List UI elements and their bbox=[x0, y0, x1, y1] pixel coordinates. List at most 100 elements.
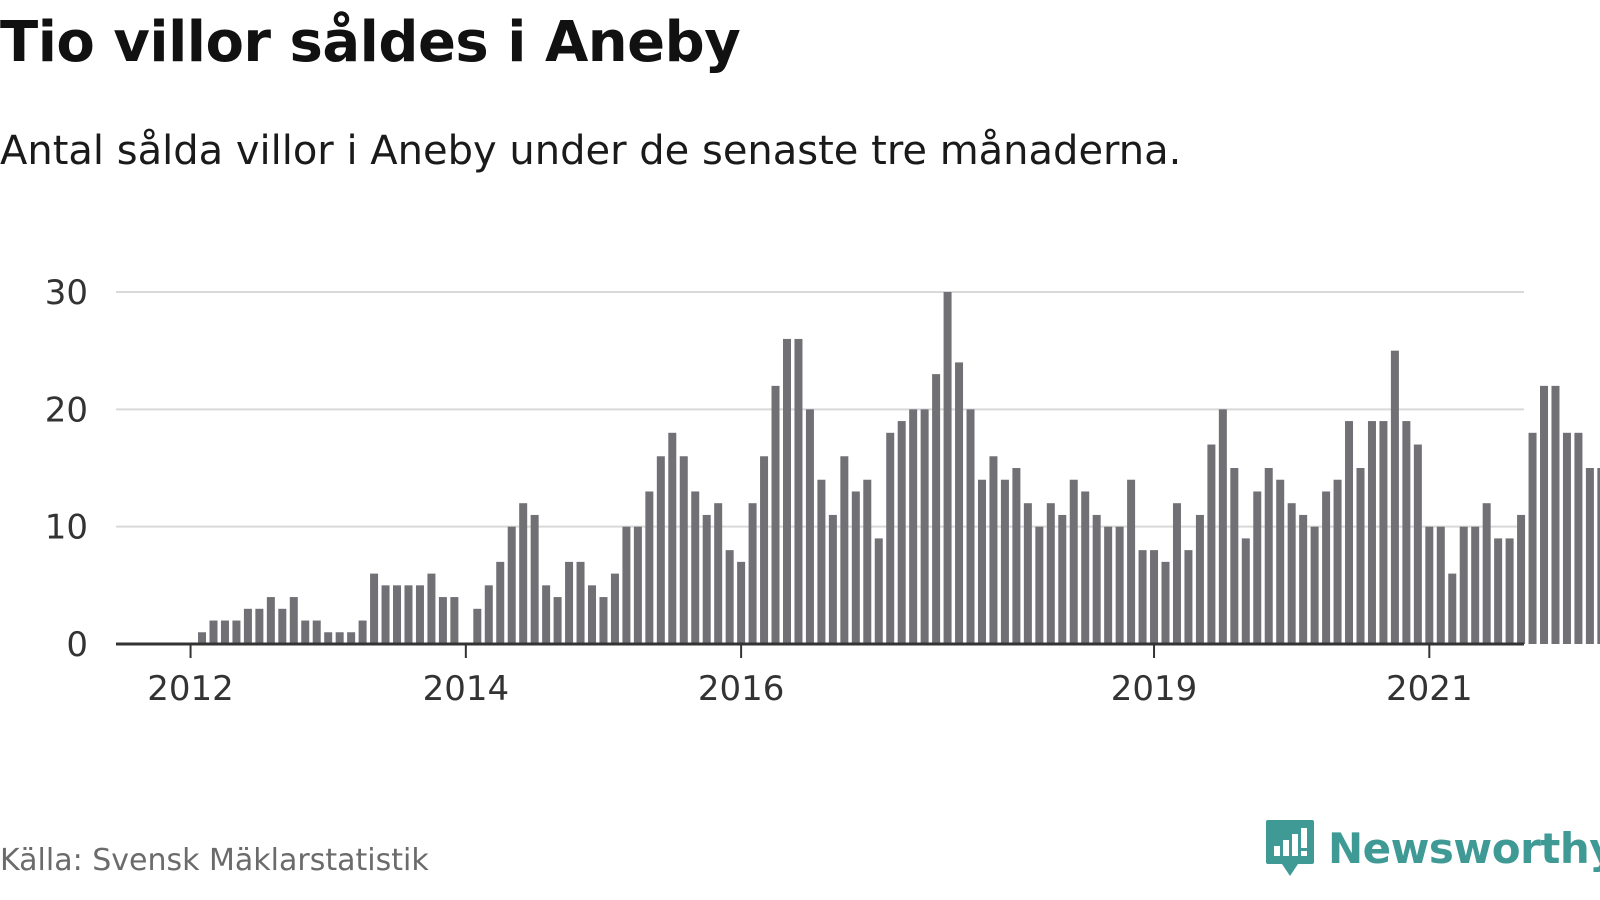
bar bbox=[633, 526, 642, 644]
bar bbox=[1299, 514, 1308, 644]
bar bbox=[335, 632, 344, 644]
bar bbox=[932, 374, 941, 644]
bar bbox=[312, 620, 321, 644]
bar bbox=[679, 456, 688, 644]
bar bbox=[473, 608, 482, 644]
bar bbox=[393, 585, 402, 644]
bar bbox=[817, 479, 826, 644]
bar bbox=[301, 620, 310, 644]
bar bbox=[1195, 514, 1204, 644]
bar bbox=[909, 409, 918, 644]
bar bbox=[324, 632, 333, 644]
bar bbox=[381, 585, 390, 644]
bar bbox=[1092, 514, 1101, 644]
bar bbox=[955, 362, 964, 644]
bar bbox=[1035, 526, 1044, 644]
bar bbox=[232, 620, 241, 644]
bar bbox=[737, 561, 746, 644]
bar bbox=[1574, 432, 1583, 644]
bar bbox=[1046, 503, 1055, 644]
bar bbox=[714, 503, 723, 644]
bar bbox=[209, 620, 218, 644]
bar bbox=[1482, 503, 1491, 644]
bar bbox=[656, 456, 665, 644]
bar bbox=[1322, 491, 1331, 644]
bar bbox=[1585, 468, 1594, 644]
bar bbox=[1459, 526, 1468, 644]
bar bbox=[1367, 421, 1376, 644]
bar bbox=[1540, 385, 1549, 644]
bar bbox=[1425, 526, 1434, 644]
bar bbox=[1104, 526, 1113, 644]
bar bbox=[1172, 503, 1181, 644]
x-tick-label: 2014 bbox=[423, 669, 510, 709]
x-tick-label: 2019 bbox=[1111, 669, 1198, 709]
x-tick-label: 2012 bbox=[147, 669, 234, 709]
y-tick-label: 0 bbox=[66, 625, 88, 665]
bar bbox=[748, 503, 757, 644]
bar bbox=[920, 409, 929, 644]
bar bbox=[370, 573, 379, 644]
bar bbox=[1471, 526, 1480, 644]
bar bbox=[1390, 350, 1399, 644]
bar bbox=[886, 432, 895, 644]
bar bbox=[1150, 550, 1159, 644]
bar bbox=[1356, 468, 1365, 644]
bar bbox=[576, 561, 585, 644]
bar bbox=[1230, 468, 1239, 644]
bar bbox=[1276, 479, 1285, 644]
y-tick-label: 20 bbox=[45, 390, 88, 430]
bar bbox=[1253, 491, 1262, 644]
bar bbox=[702, 514, 711, 644]
bar bbox=[668, 432, 677, 644]
bar bbox=[358, 620, 367, 644]
bar bbox=[691, 491, 700, 644]
bar bbox=[1287, 503, 1296, 644]
bar bbox=[404, 585, 413, 644]
bar bbox=[1058, 514, 1067, 644]
bar bbox=[1505, 538, 1514, 644]
bar bbox=[243, 608, 252, 644]
bar bbox=[897, 421, 906, 644]
bar bbox=[553, 597, 562, 644]
brand-logo: Newsworthy bbox=[1264, 818, 1600, 878]
bar bbox=[484, 585, 493, 644]
x-tick-label: 2021 bbox=[1386, 669, 1473, 709]
bar bbox=[588, 585, 597, 644]
bar bbox=[427, 573, 436, 644]
bar bbox=[1310, 526, 1319, 644]
newsworthy-logo-icon bbox=[1266, 820, 1314, 876]
bar bbox=[1207, 444, 1216, 644]
bar bbox=[977, 479, 986, 644]
bar bbox=[530, 514, 539, 644]
bar bbox=[1333, 479, 1342, 644]
bar bbox=[1551, 385, 1560, 644]
bar bbox=[989, 456, 998, 644]
bar bbox=[599, 597, 608, 644]
y-tick-label: 30 bbox=[45, 273, 88, 313]
bar bbox=[1517, 514, 1526, 644]
bar bbox=[622, 526, 631, 644]
bar bbox=[565, 561, 574, 644]
bar bbox=[1597, 468, 1600, 644]
bar bbox=[496, 561, 505, 644]
bar bbox=[289, 597, 298, 644]
bar bbox=[438, 597, 447, 644]
bar bbox=[1138, 550, 1147, 644]
bar bbox=[1562, 432, 1571, 644]
bar bbox=[1448, 573, 1457, 644]
bar bbox=[415, 585, 424, 644]
bar bbox=[1345, 421, 1354, 644]
bar bbox=[347, 632, 356, 644]
bar bbox=[266, 597, 275, 644]
bar bbox=[1012, 468, 1021, 644]
bar bbox=[507, 526, 516, 644]
bar bbox=[943, 292, 952, 644]
bar bbox=[828, 514, 837, 644]
bar bbox=[1241, 538, 1250, 644]
chart-title: Tio villor såldes i Aneby bbox=[0, 10, 741, 75]
source-note: Källa: Svensk Mäklarstatistik bbox=[0, 843, 429, 878]
bar bbox=[1081, 491, 1090, 644]
bar bbox=[519, 503, 528, 644]
